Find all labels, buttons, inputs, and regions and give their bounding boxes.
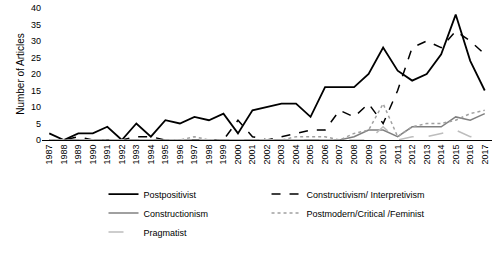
svg-text:Postmodern/Critical /Feminist: Postmodern/Critical /Feminist xyxy=(307,209,425,219)
svg-text:2001: 2001 xyxy=(247,145,257,165)
svg-text:30: 30 xyxy=(31,36,41,46)
svg-text:2008: 2008 xyxy=(349,145,359,165)
svg-text:10: 10 xyxy=(31,102,41,112)
svg-text:2007: 2007 xyxy=(335,145,345,165)
svg-text:1998: 1998 xyxy=(204,145,214,165)
svg-text:Pragmatist: Pragmatist xyxy=(144,228,188,238)
svg-text:2012: 2012 xyxy=(407,145,417,165)
svg-text:20: 20 xyxy=(31,69,41,79)
svg-text:2003: 2003 xyxy=(276,145,286,165)
svg-text:2006: 2006 xyxy=(320,145,330,165)
svg-text:25: 25 xyxy=(31,53,41,63)
svg-text:40: 40 xyxy=(31,3,41,13)
svg-text:2017: 2017 xyxy=(480,145,490,165)
svg-text:1991: 1991 xyxy=(102,145,112,165)
svg-text:2011: 2011 xyxy=(393,145,403,164)
svg-text:2009: 2009 xyxy=(364,145,374,165)
svg-text:Number of Articles: Number of Articles xyxy=(15,33,26,115)
svg-text:1987: 1987 xyxy=(44,145,54,165)
svg-text:2013: 2013 xyxy=(422,145,432,165)
svg-text:15: 15 xyxy=(31,86,41,96)
svg-text:Postpositivist: Postpositivist xyxy=(144,190,197,200)
svg-text:1995: 1995 xyxy=(160,145,170,165)
svg-text:2000: 2000 xyxy=(233,145,243,165)
svg-text:2010: 2010 xyxy=(378,145,388,165)
svg-text:1997: 1997 xyxy=(189,145,199,165)
svg-text:1990: 1990 xyxy=(88,145,98,165)
svg-text:2005: 2005 xyxy=(305,145,315,165)
svg-text:1988: 1988 xyxy=(59,145,69,165)
svg-text:2004: 2004 xyxy=(291,145,301,165)
svg-text:1993: 1993 xyxy=(131,145,141,165)
svg-text:Constructionism: Constructionism xyxy=(144,209,209,219)
svg-text:5: 5 xyxy=(36,119,41,129)
svg-text:1996: 1996 xyxy=(175,145,185,165)
svg-text:0: 0 xyxy=(36,135,41,145)
svg-text:Constructivism/ Interpretivism: Constructivism/ Interpretivism xyxy=(307,190,425,200)
svg-text:35: 35 xyxy=(31,20,41,30)
svg-text:2016: 2016 xyxy=(465,145,475,165)
svg-text:1989: 1989 xyxy=(73,145,83,165)
svg-text:2002: 2002 xyxy=(262,145,272,165)
svg-text:2015: 2015 xyxy=(451,145,461,165)
svg-text:1992: 1992 xyxy=(117,145,127,165)
svg-text:2014: 2014 xyxy=(436,145,446,165)
svg-text:1999: 1999 xyxy=(218,145,228,165)
svg-text:1994: 1994 xyxy=(146,145,156,165)
